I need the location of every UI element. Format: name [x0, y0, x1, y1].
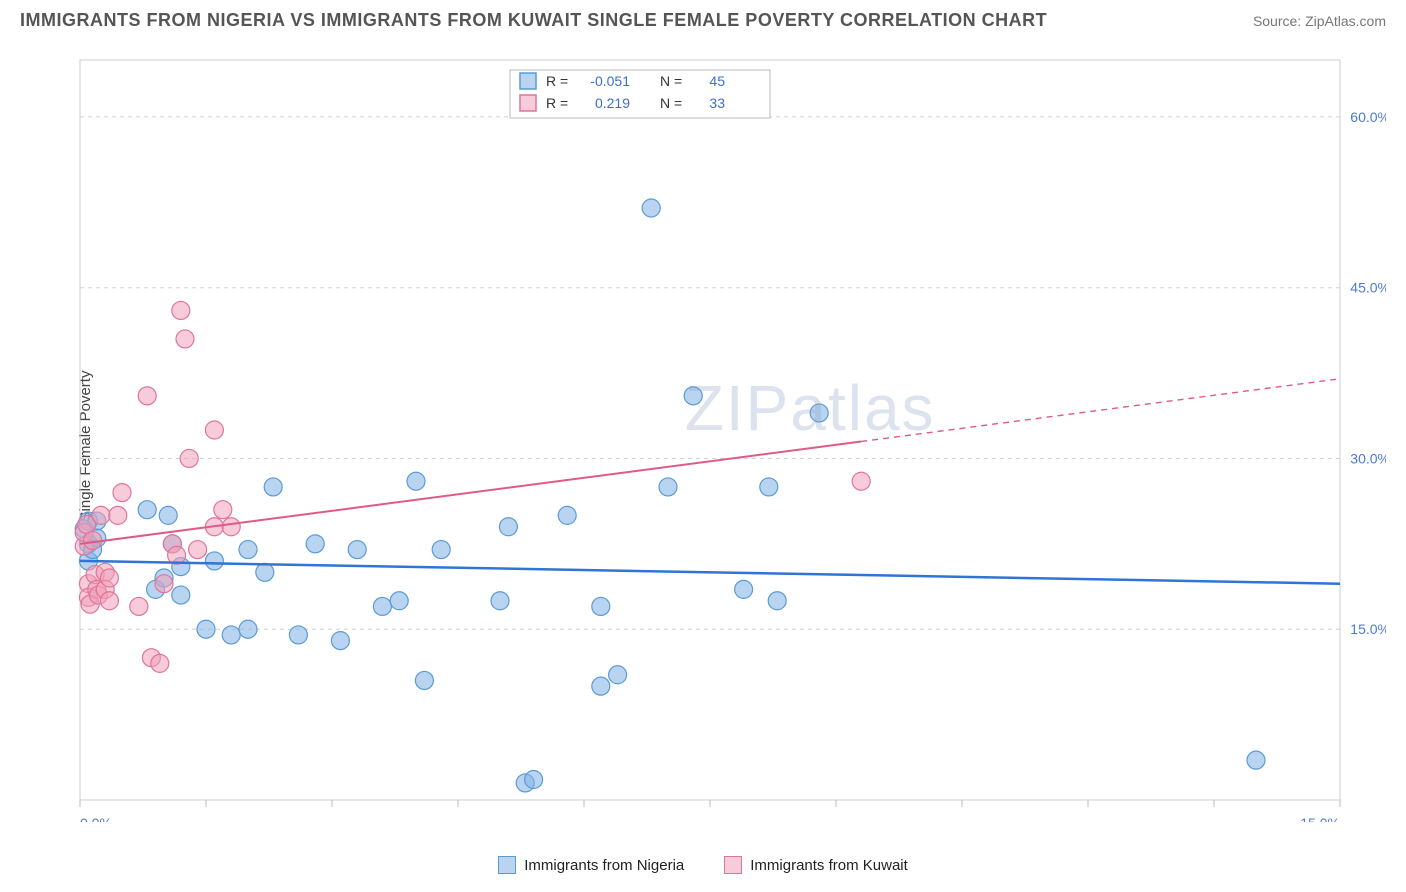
- svg-text:0.219: 0.219: [595, 95, 630, 111]
- svg-text:33: 33: [709, 95, 725, 111]
- scatter-point: [205, 552, 223, 570]
- scatter-point: [256, 563, 274, 581]
- scatter-point: [390, 592, 408, 610]
- legend-label-kuwait: Immigrants from Kuwait: [750, 857, 908, 874]
- swatch-nigeria: [498, 856, 516, 874]
- scatter-point: [810, 404, 828, 422]
- source-label: Source: ZipAtlas.com: [1253, 13, 1386, 29]
- legend-swatch: [520, 73, 536, 89]
- scatter-point: [100, 569, 118, 587]
- scatter-point: [558, 506, 576, 524]
- scatter-point: [768, 592, 786, 610]
- scatter-point: [525, 771, 543, 789]
- svg-text:N =: N =: [660, 73, 682, 89]
- scatter-point: [239, 620, 257, 638]
- scatter-point: [373, 597, 391, 615]
- scatter-point: [432, 541, 450, 559]
- scatter-point: [138, 501, 156, 519]
- legend-label-nigeria: Immigrants from Nigeria: [524, 857, 684, 874]
- scatter-point: [609, 666, 627, 684]
- legend-item-kuwait: Immigrants from Kuwait: [724, 856, 908, 874]
- scatter-point: [197, 620, 215, 638]
- scatter-point: [642, 199, 660, 217]
- scatter-point: [684, 387, 702, 405]
- scatter-point: [348, 541, 366, 559]
- scatter-point: [172, 586, 190, 604]
- svg-text:R =: R =: [546, 73, 568, 89]
- scatter-point: [214, 501, 232, 519]
- svg-text:R =: R =: [546, 95, 568, 111]
- scatter-point: [735, 580, 753, 598]
- svg-text:60.0%: 60.0%: [1350, 109, 1386, 125]
- scatter-point: [189, 541, 207, 559]
- scatter-point: [239, 541, 257, 559]
- svg-text:45: 45: [709, 73, 725, 89]
- scatter-point: [180, 449, 198, 467]
- svg-text:30.0%: 30.0%: [1350, 450, 1386, 466]
- scatter-point: [176, 330, 194, 348]
- scatter-point: [499, 518, 517, 536]
- svg-text:15.0%: 15.0%: [1300, 815, 1340, 822]
- scatter-point: [407, 472, 425, 490]
- svg-text:-0.051: -0.051: [590, 73, 630, 89]
- scatter-point: [491, 592, 509, 610]
- scatter-point: [1247, 751, 1265, 769]
- scatter-point: [306, 535, 324, 553]
- scatter-point: [138, 387, 156, 405]
- trend-line-extrapolated: [861, 379, 1340, 442]
- scatter-point: [289, 626, 307, 644]
- scatter-point: [109, 506, 127, 524]
- legend-swatch: [520, 95, 536, 111]
- scatter-point: [592, 677, 610, 695]
- scatter-plot-svg: 15.0% 30.0% 45.0% 60.0% 0.0% 15.0% R = -0.051 N …: [50, 50, 1386, 822]
- scatter-point: [151, 654, 169, 672]
- scatter-point: [415, 671, 433, 689]
- swatch-kuwait: [724, 856, 742, 874]
- scatter-point: [92, 506, 110, 524]
- scatter-point: [264, 478, 282, 496]
- legend-item-nigeria: Immigrants from Nigeria: [498, 856, 684, 874]
- scatter-point: [100, 592, 118, 610]
- scatter-point: [331, 632, 349, 650]
- scatter-point: [205, 421, 223, 439]
- svg-text:0.0%: 0.0%: [80, 815, 112, 822]
- scatter-point: [760, 478, 778, 496]
- svg-text:15.0%: 15.0%: [1350, 621, 1386, 637]
- scatter-point: [159, 506, 177, 524]
- scatter-point: [172, 301, 190, 319]
- scatter-point: [113, 484, 131, 502]
- bottom-legend: Immigrants from Nigeria Immigrants from …: [0, 856, 1406, 874]
- svg-text:45.0%: 45.0%: [1350, 280, 1386, 296]
- scatter-point: [852, 472, 870, 490]
- chart-area: 15.0% 30.0% 45.0% 60.0% 0.0% 15.0% R = -0.051 N …: [50, 50, 1386, 822]
- scatter-point: [592, 597, 610, 615]
- scatter-point: [130, 597, 148, 615]
- scatter-point: [222, 518, 240, 536]
- svg-text:N =: N =: [660, 95, 682, 111]
- scatter-point: [155, 575, 173, 593]
- chart-title: IMMIGRANTS FROM NIGERIA VS IMMIGRANTS FR…: [20, 10, 1047, 31]
- scatter-point: [222, 626, 240, 644]
- scatter-point: [659, 478, 677, 496]
